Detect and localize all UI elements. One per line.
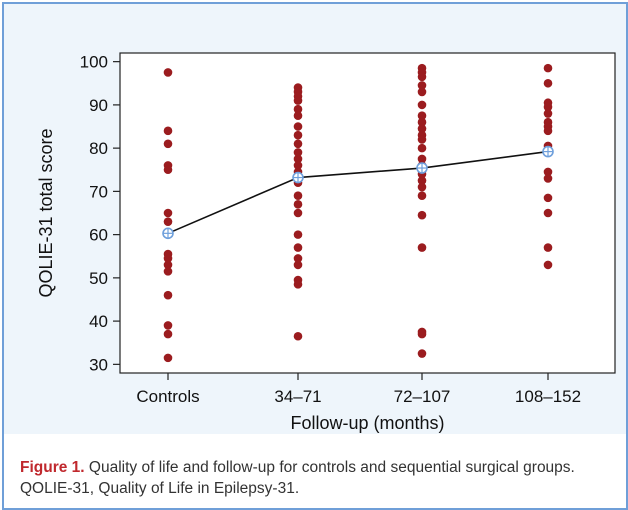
data-point — [417, 143, 427, 153]
data-point — [543, 193, 553, 203]
y-tick-label: 40 — [89, 312, 108, 331]
data-point — [543, 208, 553, 218]
data-point — [417, 87, 427, 97]
data-point — [417, 111, 427, 121]
x-tick-label: 108–152 — [515, 387, 581, 406]
x-tick-label: 34–71 — [274, 387, 321, 406]
data-point — [163, 254, 173, 263]
y-tick-label: 100 — [80, 53, 108, 72]
y-tick-label: 60 — [89, 226, 108, 245]
data-point — [293, 230, 303, 239]
data-point — [543, 63, 553, 73]
y-tick-label: 30 — [89, 355, 108, 374]
data-point — [543, 78, 553, 88]
y-tick-label: 70 — [89, 182, 108, 201]
data-point — [417, 329, 427, 339]
data-point — [417, 243, 427, 252]
data-point — [293, 254, 303, 263]
y-tick-label: 90 — [89, 96, 108, 115]
data-point — [417, 176, 427, 185]
data-point — [417, 124, 427, 133]
data-point — [293, 122, 303, 131]
data-point — [163, 126, 173, 136]
data-point — [293, 243, 303, 252]
caption-label: Figure 1. — [20, 459, 85, 476]
data-point — [163, 208, 173, 218]
data-point — [163, 353, 173, 363]
data-point — [417, 182, 427, 192]
data-point — [417, 349, 427, 358]
data-point — [293, 191, 303, 201]
data-point — [293, 208, 303, 218]
data-point — [293, 331, 303, 341]
data-point — [293, 139, 303, 149]
y-axis-title: QOLIE-31 total score — [36, 128, 56, 297]
figure-caption: Figure 1. Quality of life and follow-up … — [20, 457, 620, 499]
data-point — [543, 260, 553, 270]
data-point — [417, 154, 427, 164]
data-point — [293, 111, 303, 121]
data-point — [293, 148, 303, 157]
x-axis-title: Follow-up (months) — [290, 413, 444, 433]
scatter-chart: 30 40 50 60 70 80 90 100 Controls 34–71 72–107 108–… — [36, 52, 616, 433]
mean-line — [167, 150, 549, 235]
data-point — [543, 126, 553, 136]
data-point — [163, 321, 173, 330]
data-point — [163, 139, 173, 149]
data-point — [417, 210, 427, 220]
data-point — [293, 154, 303, 164]
caption-text: Quality of life and follow-up for contro… — [20, 459, 575, 497]
plot-area — [119, 52, 616, 374]
data-point — [417, 81, 427, 90]
data-point — [293, 96, 303, 105]
data-point — [417, 191, 427, 201]
data-point — [163, 267, 173, 276]
y-tick-label: 80 — [89, 139, 108, 158]
data-point — [417, 72, 427, 82]
data-point — [543, 174, 553, 183]
data-point — [417, 117, 427, 127]
x-tick-label: 72–107 — [394, 387, 451, 406]
data-point — [417, 100, 427, 110]
data-point — [163, 68, 173, 77]
data-point — [293, 200, 303, 209]
data-point — [293, 260, 303, 270]
data-point — [417, 135, 427, 144]
chart-panel: 30 40 50 60 70 80 90 100 Controls 34–71 72–107 108–… — [4, 4, 626, 434]
data-point — [293, 280, 303, 289]
x-tick-label: Controls — [136, 387, 199, 406]
data-point — [163, 217, 173, 226]
data-point — [163, 329, 173, 339]
data-point — [543, 109, 553, 118]
data-point — [293, 130, 303, 140]
data-point — [293, 161, 303, 170]
data-point — [163, 260, 173, 270]
data-point — [543, 102, 553, 112]
y-tick-label: 50 — [89, 269, 108, 288]
data-point — [163, 290, 173, 300]
data-point — [543, 243, 553, 252]
data-point — [543, 167, 553, 177]
data-point — [163, 165, 173, 175]
data-point — [293, 104, 303, 114]
